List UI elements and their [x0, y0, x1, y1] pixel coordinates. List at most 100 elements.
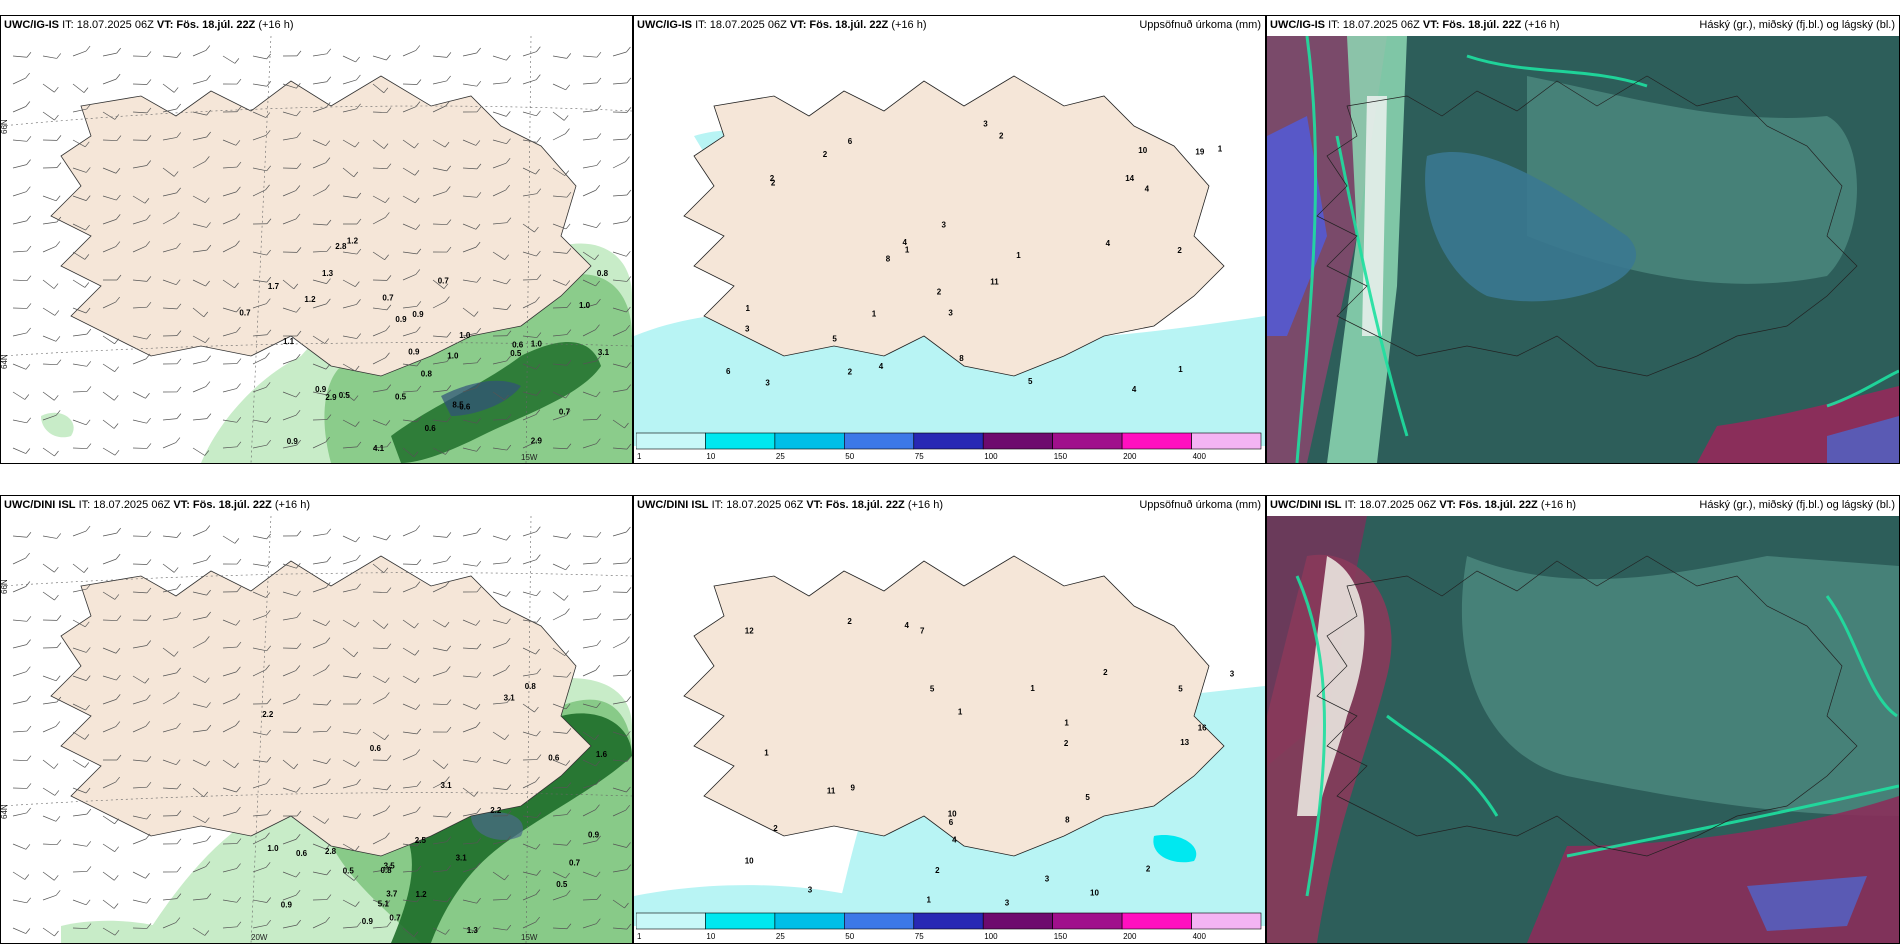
value-label: 0.6: [425, 424, 437, 433]
wind-barb-tick: [266, 729, 271, 736]
wind-barb: [432, 335, 447, 338]
value-label: 11: [990, 277, 999, 286]
wind-barb-tick: [356, 74, 361, 81]
wind-barb: [42, 246, 56, 253]
wind-barb-tick: [234, 762, 239, 769]
wind-barb-tick: [86, 647, 91, 653]
value-label: 0.7: [569, 859, 581, 868]
wind-barb: [372, 591, 388, 593]
wind-barb: [492, 731, 505, 740]
wind-barb: [312, 139, 326, 147]
wind-barb: [102, 619, 118, 621]
wind-barb: [222, 139, 237, 146]
wind-barb-tick: [56, 135, 62, 141]
wind-barb: [192, 703, 207, 708]
wind-barb-tick: [85, 704, 90, 711]
wind-barb-tick: [206, 413, 212, 419]
value-label: 2: [1177, 246, 1182, 255]
wind-barb-tick: [626, 276, 632, 282]
wind-barb: [192, 136, 207, 141]
legend-swatch: [636, 432, 706, 450]
wind-barb-tick: [235, 693, 241, 699]
wind-barb-tick: [443, 763, 449, 769]
wind-barb: [432, 781, 446, 789]
value-label: 1: [1178, 365, 1183, 374]
wind-barb-tick: [176, 583, 181, 590]
wind-barb: [282, 670, 297, 677]
wind-barb-tick: [383, 87, 389, 94]
wind-barb: [402, 703, 416, 710]
wind-barb: [402, 274, 416, 281]
wind-barb-tick: [176, 783, 182, 790]
wind-barb: [612, 221, 627, 225]
legend-swatch: [844, 432, 915, 450]
wind-barb-tick: [476, 560, 482, 567]
value-label: 1: [1030, 684, 1035, 693]
wind-barb-tick: [325, 102, 331, 108]
wind-barb-tick: [354, 365, 360, 372]
value-label: 0.5: [339, 391, 351, 400]
wind-barb-tick: [446, 385, 452, 391]
wind-barb: [552, 334, 567, 337]
wind-barb-tick: [236, 897, 242, 903]
value-label: 5: [832, 335, 837, 344]
wind-barb-tick: [476, 47, 481, 54]
wind-barb-tick: [85, 899, 91, 906]
wind-barb-tick: [355, 421, 360, 427]
wind-barb: [222, 446, 237, 449]
wind-barb-tick: [446, 219, 452, 225]
wind-barb: [42, 787, 56, 796]
wind-barb-tick: [356, 672, 362, 679]
value-label: 2: [771, 179, 776, 188]
wind-barb: [222, 279, 235, 289]
wind-barb-tick: [236, 186, 241, 193]
wind-barb: [402, 331, 417, 337]
wind-barb-tick: [115, 694, 121, 700]
wind-barb-tick: [595, 760, 600, 767]
value-label: 13: [1180, 738, 1189, 747]
value-label: 2.2: [262, 710, 274, 719]
wind-barb-tick: [146, 781, 152, 788]
wind-barb-tick: [115, 296, 120, 303]
wind-barb: [12, 759, 27, 762]
wind-barb: [102, 195, 117, 201]
wind-barb: [72, 307, 87, 314]
wind-barb-tick: [626, 384, 632, 390]
wind-barb-tick: [476, 163, 482, 170]
wind-barb-tick: [206, 109, 211, 116]
wind-barb: [612, 279, 627, 282]
wind-barb: [162, 418, 177, 421]
wind-barb-tick: [54, 450, 59, 457]
wind-barb-tick: [173, 651, 179, 657]
wind-barb: [132, 358, 147, 365]
wind-barb-tick: [536, 730, 541, 737]
wind-barb-tick: [54, 86, 59, 93]
wind-barb-tick: [176, 132, 182, 138]
legend-tick-label: 200: [1123, 932, 1137, 941]
wind-barb: [342, 815, 357, 819]
wind-barb: [162, 442, 177, 449]
wind-barb-tick: [385, 805, 391, 811]
wind-barb-tick: [265, 610, 271, 616]
wind-barb-tick: [26, 136, 32, 142]
wind-barb-tick: [506, 355, 511, 362]
wind-barb-tick: [356, 779, 361, 785]
panel-header: UWC/DINI ISL IT: 18.07.2025 06Z VT: Fös.…: [4, 499, 311, 511]
value-label: 0.5: [395, 392, 407, 401]
value-label: 3: [942, 221, 947, 230]
lat-66n-label: 66N: [1, 119, 9, 134]
wind-barb-tick: [506, 138, 511, 144]
wind-barb: [342, 784, 357, 789]
wind-barb-tick: [205, 197, 210, 203]
wind-barb: [132, 419, 147, 424]
wind-barb: [72, 675, 87, 681]
wind-barb-tick: [416, 559, 422, 565]
wind-barb-tick: [626, 864, 632, 870]
wind-barb: [432, 139, 446, 148]
wind-barb-tick: [506, 77, 512, 83]
value-label: 2: [937, 287, 942, 296]
wind-barb: [12, 843, 27, 850]
wind-barb: [462, 332, 477, 337]
wind-barb: [552, 927, 567, 930]
